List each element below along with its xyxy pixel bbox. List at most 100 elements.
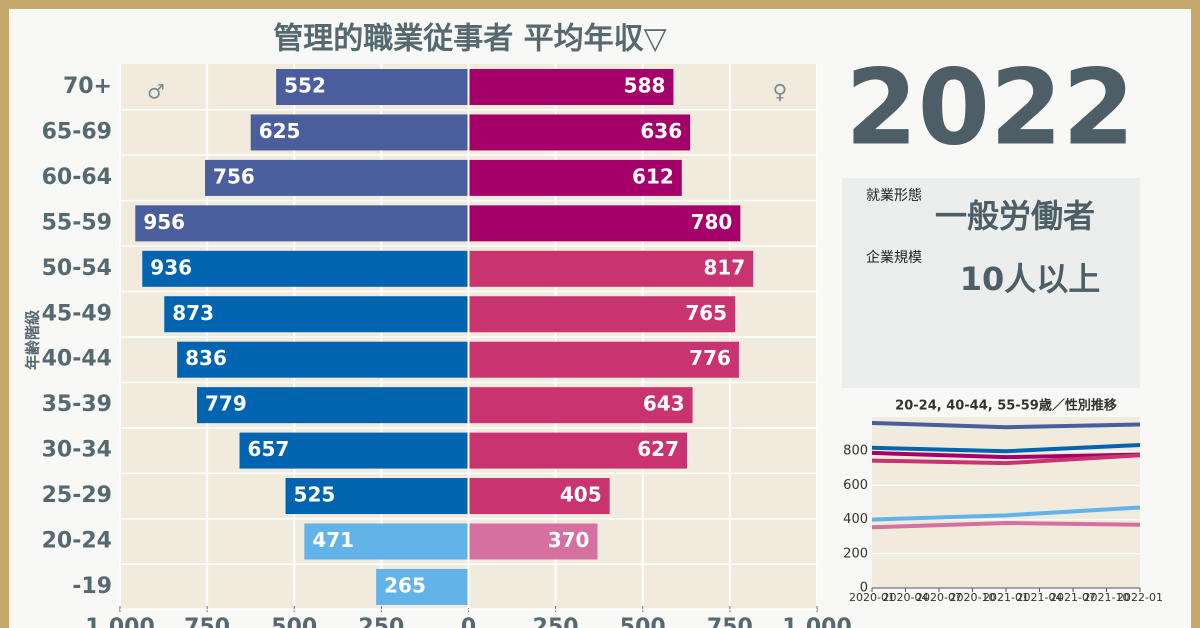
y-tick-label: 35-39 — [42, 392, 112, 417]
x-tick-label: 750 — [707, 615, 753, 628]
bar — [276, 69, 469, 105]
series-line — [871, 420, 1141, 430]
value-label: 779 — [205, 392, 247, 416]
value-label: 765 — [685, 301, 727, 325]
bar — [376, 568, 469, 605]
value-label: 836 — [185, 346, 227, 370]
bar — [304, 523, 469, 560]
y-tick-label: 25-29 — [42, 483, 112, 508]
x-tick-label: 2020-07 — [916, 591, 962, 604]
line-plot-area — [872, 417, 1140, 588]
male-symbol: ♂ — [147, 80, 165, 104]
value-label: 370 — [548, 528, 590, 552]
series-line — [871, 453, 1141, 466]
x-tick-label: 750 — [184, 615, 230, 628]
value-label: 956 — [143, 210, 185, 234]
bar — [468, 250, 754, 287]
y-tick-label: 55-59 — [42, 210, 112, 235]
series-line — [871, 505, 1141, 522]
line-chart-title: 20-24, 40-44, 55-59歳／性別推移 — [895, 398, 1117, 414]
x-tick-label: 250 — [358, 615, 404, 628]
bar — [468, 523, 598, 560]
x-tick-label: 2021-01 — [983, 591, 1029, 604]
y-tick-label: -19 — [72, 574, 112, 599]
y-tick-label: 70+ — [63, 74, 112, 99]
bar — [205, 159, 469, 196]
value-label: 612 — [632, 164, 674, 188]
bar — [468, 478, 610, 515]
x-tick-label: 2020-01 — [849, 591, 895, 604]
bar — [468, 296, 736, 333]
x-tick-label: 2021-04 — [1017, 591, 1063, 604]
chart-title: 管理的職業従事者 平均年収▽ — [273, 22, 667, 57]
bar — [468, 114, 691, 151]
bar — [177, 341, 469, 378]
x-tick-label: 0 — [461, 615, 476, 628]
y-tick-label: 0 — [860, 581, 868, 596]
y-tick-label: 400 — [843, 512, 868, 527]
y-tick-label: 60-64 — [42, 165, 112, 190]
employment-label: 就業形態 — [866, 188, 922, 204]
x-tick-label: 1,000 — [85, 615, 155, 628]
size-value: 10人以上 — [960, 260, 1101, 298]
value-label: 552 — [284, 74, 326, 98]
x-tick-label: 2020-04 — [883, 591, 929, 604]
x-tick-label: 2020-10 — [950, 591, 996, 604]
bar — [197, 387, 469, 424]
info-box — [842, 178, 1140, 388]
value-label: 471 — [312, 528, 354, 552]
y-tick-label: 800 — [843, 444, 868, 459]
y-tick-label: 20-24 — [42, 529, 112, 554]
bar — [468, 69, 674, 105]
series-line — [871, 450, 1141, 460]
x-tick-label: 2021-10 — [1084, 591, 1130, 604]
value-label: 873 — [172, 301, 214, 325]
bar — [250, 114, 469, 151]
x-tick-label: 250 — [533, 615, 579, 628]
y-tick-label: 50-54 — [42, 256, 112, 281]
value-label: 525 — [294, 483, 336, 507]
bar — [468, 159, 682, 196]
female-symbol: ♀ — [773, 80, 788, 104]
bar — [285, 478, 469, 515]
bar — [468, 387, 693, 424]
y-tick-label: 30-34 — [42, 438, 112, 463]
year: 2022 — [845, 46, 1134, 168]
series-line — [871, 443, 1141, 454]
value-label: 265 — [384, 573, 426, 597]
value-label: 588 — [624, 74, 666, 98]
bar — [135, 205, 469, 242]
bar — [239, 432, 469, 469]
series-line — [871, 521, 1141, 530]
value-label: 405 — [560, 483, 602, 507]
bar — [468, 341, 739, 378]
value-label: 817 — [703, 255, 745, 279]
value-label: 756 — [213, 164, 255, 188]
value-label: 780 — [691, 210, 733, 234]
value-label: 625 — [259, 119, 301, 143]
y-tick-label: 45-49 — [42, 301, 112, 326]
value-label: 636 — [640, 119, 682, 143]
value-label: 627 — [637, 437, 679, 461]
value-label: 936 — [150, 255, 192, 279]
bar — [164, 296, 469, 333]
y-tick-label: 40-44 — [42, 347, 112, 372]
bar — [468, 205, 741, 242]
bar — [468, 432, 688, 469]
x-tick-label: 500 — [271, 615, 317, 628]
x-tick-label: 1,000 — [782, 615, 852, 628]
bar — [142, 250, 469, 287]
x-tick-label: 2021-07 — [1050, 591, 1096, 604]
value-label: 657 — [248, 437, 290, 461]
value-label: 643 — [643, 392, 685, 416]
y-tick-label: 200 — [843, 546, 868, 561]
value-label: 776 — [689, 346, 731, 370]
y-axis-label: 年齢階級 — [24, 310, 42, 370]
x-tick-label: 2022-01 — [1117, 591, 1163, 604]
y-tick-label: 600 — [843, 478, 868, 493]
size-label: 企業規模 — [866, 249, 922, 266]
y-tick-label: 65-69 — [42, 119, 112, 144]
employment-value: 一般労働者 — [935, 197, 1095, 235]
x-tick-label: 500 — [620, 615, 666, 628]
